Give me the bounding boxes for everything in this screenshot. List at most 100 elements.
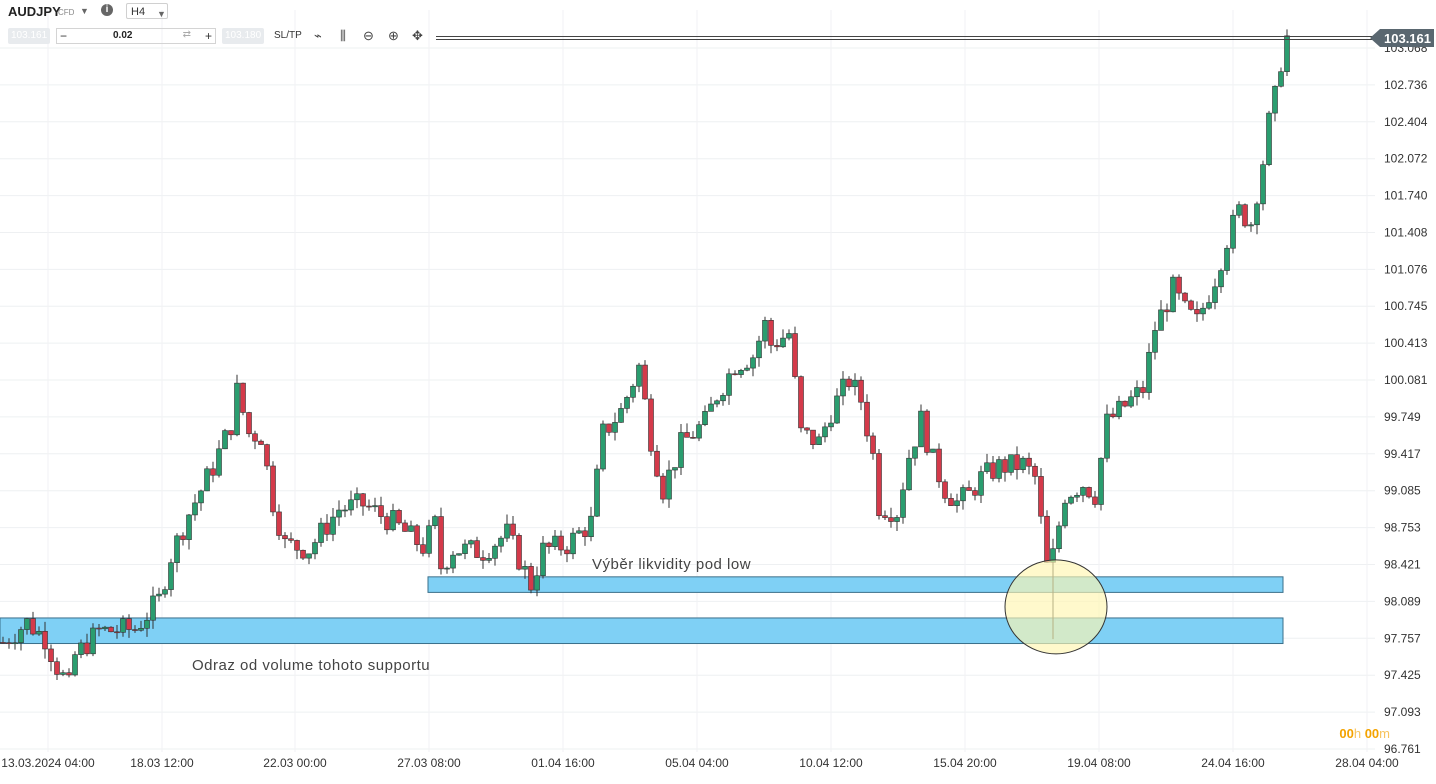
candle-up <box>1170 276 1176 313</box>
candle-up <box>426 525 432 554</box>
candle-up <box>726 373 732 396</box>
candle-down <box>948 498 954 506</box>
candle-up <box>762 320 768 342</box>
candle-down <box>642 364 648 400</box>
candle-down <box>324 522 330 535</box>
candle-down <box>972 490 978 496</box>
candle-up <box>204 468 210 492</box>
candle-up <box>666 469 672 500</box>
candle-down <box>582 530 588 537</box>
quantity-value[interactable]: 0.02 <box>113 30 133 41</box>
candle-down <box>1140 387 1146 393</box>
candle-down <box>864 401 870 437</box>
candle-up <box>1236 204 1242 216</box>
candle-up <box>534 575 540 591</box>
candle-up <box>198 490 204 504</box>
timeframe-value: H4 <box>131 6 146 18</box>
bid-price-box[interactable]: 103.161 <box>8 28 51 44</box>
candle-up <box>900 489 906 518</box>
candle-up <box>168 562 174 590</box>
candle-up <box>1134 387 1140 398</box>
candle-up <box>1128 396 1134 407</box>
candle-down <box>396 510 402 524</box>
y-tick-label: 102.404 <box>1384 115 1428 129</box>
candle-up <box>960 487 966 502</box>
candle-down <box>732 373 738 376</box>
candle-up <box>1116 400 1122 418</box>
y-tick-label: 98.421 <box>1384 557 1421 571</box>
candle-down <box>252 433 258 442</box>
candle-up <box>636 364 642 387</box>
timeframe-dropdown-icon: ▼ <box>157 9 166 19</box>
candle-up <box>894 517 900 522</box>
candle-up <box>36 631 42 635</box>
candle-down <box>882 515 888 518</box>
candle-up <box>702 411 708 426</box>
candle-down <box>846 378 852 388</box>
candle-down <box>768 320 774 346</box>
candle-up <box>462 543 468 554</box>
candle-timer: 00h 00m <box>1339 726 1390 741</box>
candle-down <box>42 631 48 650</box>
quantity-stepper[interactable]: − 0.02 ⇄ + <box>56 28 216 44</box>
timer-h: h <box>1353 726 1362 741</box>
candle-down <box>288 538 294 541</box>
y-tick-label: 100.081 <box>1384 373 1428 387</box>
candle-down <box>384 516 390 531</box>
candle-up <box>234 382 240 436</box>
candle-down <box>1242 204 1248 227</box>
candle-up <box>1266 112 1272 165</box>
candle-down <box>810 429 816 445</box>
y-tick-label: 99.749 <box>1384 410 1421 424</box>
symbol-type: CFD <box>58 8 75 17</box>
candle-up <box>540 542 546 577</box>
candle-up <box>1104 413 1110 459</box>
candle-down <box>270 465 276 513</box>
candle-up <box>1062 502 1068 527</box>
candle-down <box>246 412 252 435</box>
zoom-out-icon[interactable]: ⊖ <box>363 28 374 43</box>
current-price-layer: 103.161 <box>436 29 1434 47</box>
candle-up <box>1206 302 1212 309</box>
symbol-label[interactable]: AUDJPY <box>8 4 61 19</box>
info-icon[interactable]: i <box>101 4 113 16</box>
candlestick-icon[interactable]: ⫼ <box>340 28 346 43</box>
candle-down <box>378 505 384 517</box>
candle-down <box>264 444 270 467</box>
sltp-button[interactable]: SL/TP <box>274 30 302 41</box>
zoom-in-icon[interactable]: ⊕ <box>388 28 399 43</box>
candle-down <box>438 516 444 570</box>
ask-price-box[interactable]: 103.180 <box>222 28 265 44</box>
candle-up <box>672 467 678 471</box>
candle-up <box>834 395 840 424</box>
timeframe-select[interactable]: H4 ▼ <box>126 3 168 19</box>
current-price-tag <box>1370 29 1434 47</box>
candle-up <box>696 424 702 439</box>
swap-icon[interactable]: ⇄ <box>182 29 191 40</box>
line-chart-icon[interactable]: ⌁ <box>314 28 322 43</box>
symbol-dropdown-icon[interactable]: ▼ <box>80 6 89 16</box>
candle-up <box>852 379 858 388</box>
candle-up <box>1080 487 1086 496</box>
timer-minutes: 00 <box>1364 726 1380 741</box>
candle-down <box>684 432 690 438</box>
candle-down <box>276 511 282 536</box>
candle-up <box>1200 307 1206 315</box>
candle-up <box>90 627 96 655</box>
candle-up <box>786 333 792 339</box>
y-axis: 103.068102.736102.404102.072101.740101.4… <box>1384 41 1428 756</box>
decrease-button[interactable]: − <box>60 29 68 43</box>
crosshair-icon[interactable]: ✥ <box>412 28 423 43</box>
candle-up <box>1278 71 1284 87</box>
candle-down <box>96 627 102 630</box>
candle-up <box>102 626 108 630</box>
candle-down <box>774 345 780 348</box>
candle-up <box>432 516 438 527</box>
increase-button[interactable]: + <box>204 29 212 43</box>
candle-up <box>840 378 846 397</box>
candle-down <box>1014 454 1020 470</box>
y-tick-label: 101.076 <box>1384 262 1428 276</box>
candle-up <box>552 535 558 547</box>
candle-down <box>924 410 930 453</box>
